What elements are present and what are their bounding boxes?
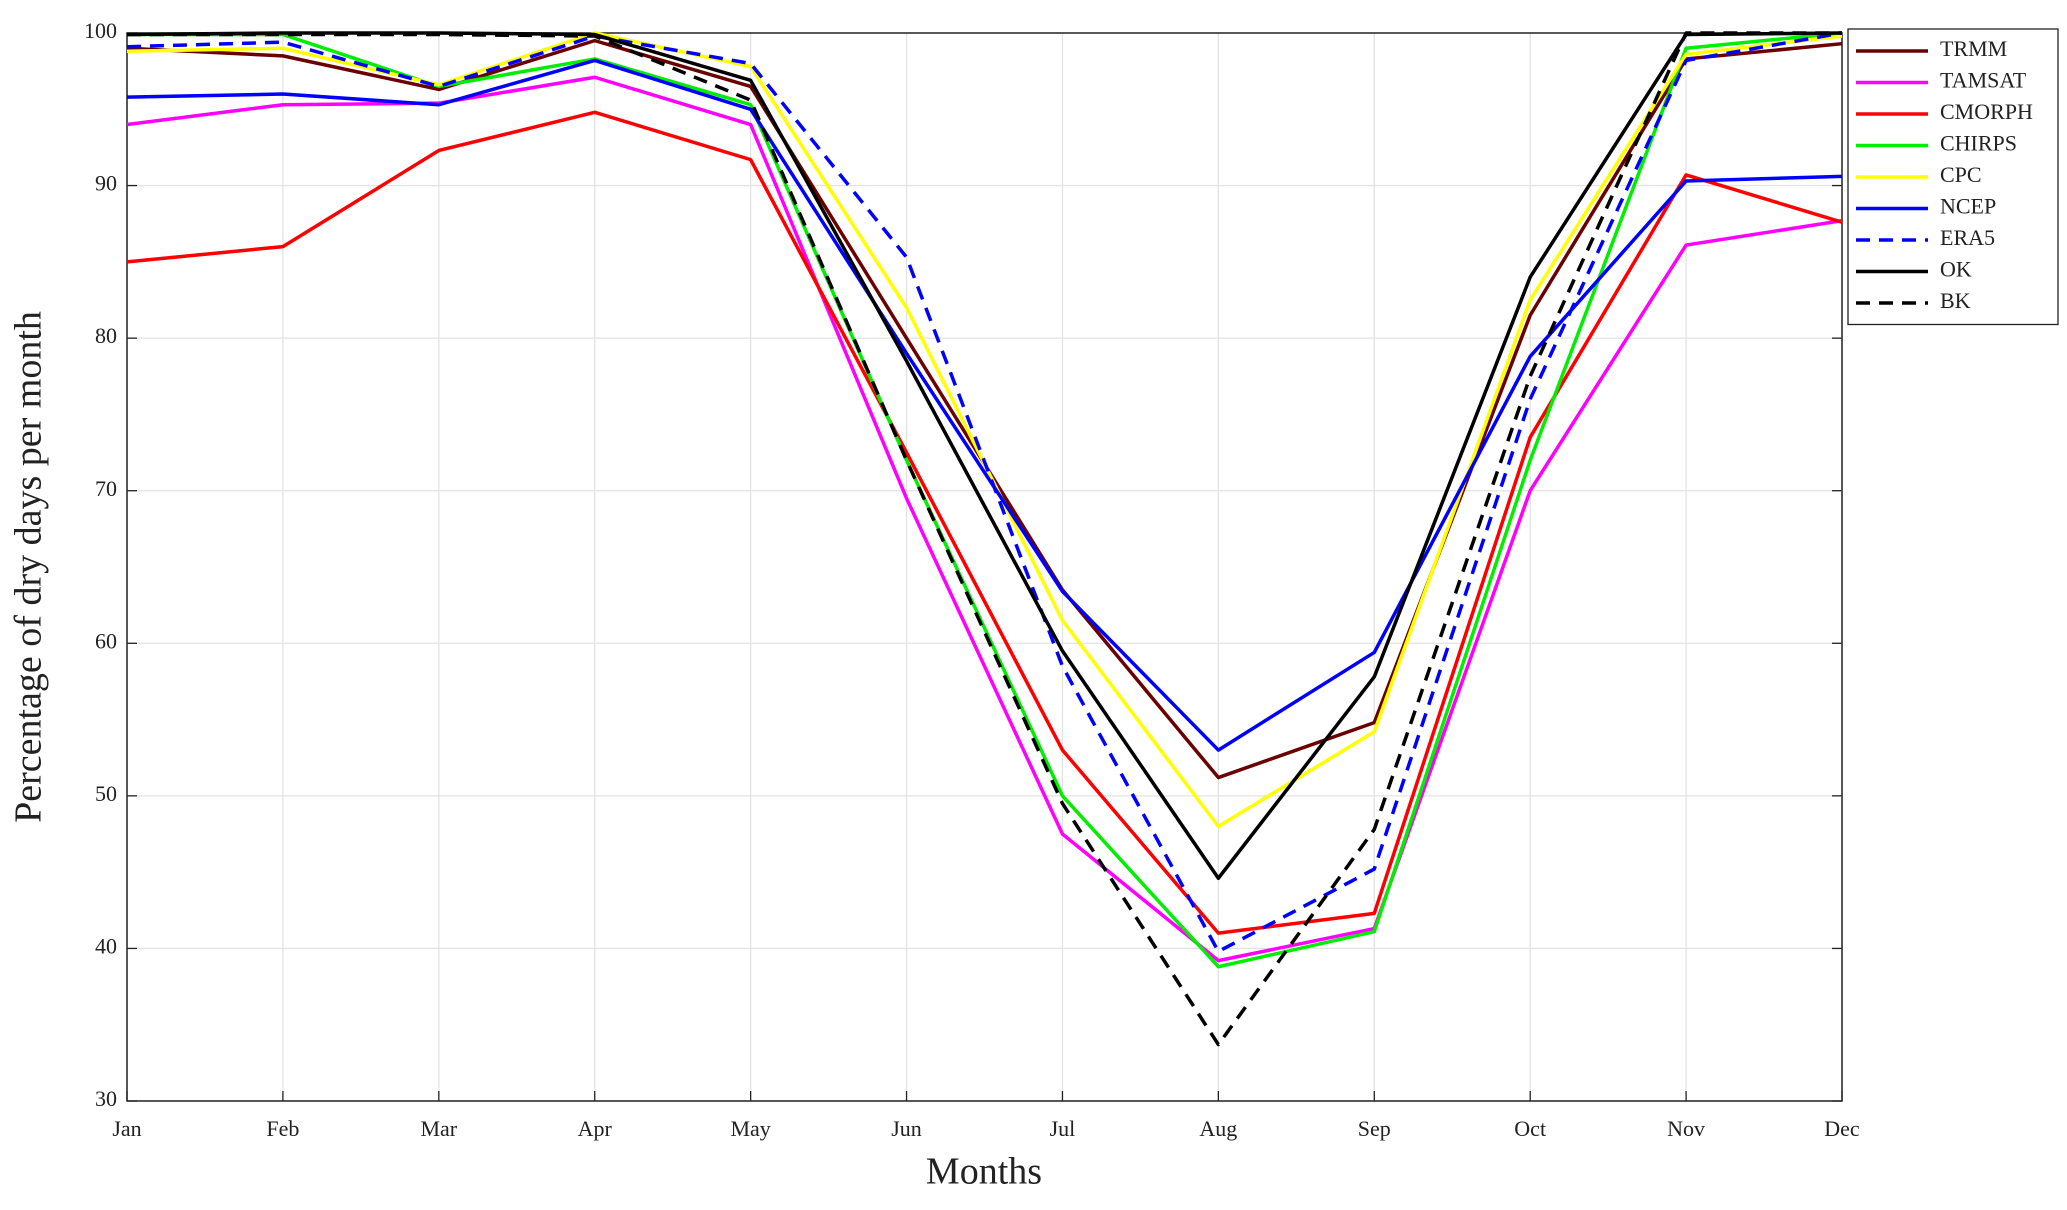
x-tick-label: Sep <box>1358 1116 1391 1141</box>
x-tick-label: May <box>730 1116 770 1141</box>
y-tick-label: 60 <box>95 628 117 653</box>
legend-label: CMORPH <box>1940 99 2033 124</box>
y-tick-label: 70 <box>95 476 117 501</box>
series-line <box>126 110 1843 935</box>
x-tick-label: Nov <box>1667 1116 1705 1141</box>
x-tick-label: Jul <box>1050 1116 1076 1141</box>
y-tick-label: 90 <box>95 171 117 196</box>
x-tick-label: Jan <box>112 1116 141 1141</box>
legend-label: CPC <box>1940 162 1982 187</box>
legend-label: BK <box>1940 288 1971 313</box>
x-tick-label: Mar <box>420 1116 457 1141</box>
x-tick-label: Apr <box>578 1116 613 1141</box>
series-line <box>126 75 1843 963</box>
x-axis-title: Months <box>926 1151 1042 1193</box>
x-tick-label: Dec <box>1824 1116 1860 1141</box>
y-tick-label: 50 <box>95 781 117 806</box>
y-axis-title: Percentage of dry days per month <box>8 311 50 823</box>
plot-frame <box>126 32 1843 1102</box>
legend-label: TAMSAT <box>1940 68 2027 93</box>
x-tick-label: Feb <box>266 1116 299 1141</box>
legend-label: TRMM <box>1940 36 2007 61</box>
series-line <box>127 31 1843 969</box>
series-line <box>126 31 1843 829</box>
series-line <box>127 31 1842 1047</box>
x-tick-label: Oct <box>1514 1116 1546 1141</box>
y-tick-label: 40 <box>95 933 117 958</box>
y-tick-label: 80 <box>95 323 117 348</box>
legend-label: CHIRPS <box>1940 131 2017 156</box>
legend-label: OK <box>1940 257 1972 282</box>
y-tick-label: 100 <box>84 18 117 43</box>
legend-label: NCEP <box>1940 194 1996 219</box>
x-tick-label: Jun <box>891 1116 922 1141</box>
legend-label: ERA5 <box>1940 225 1995 250</box>
series-line <box>126 31 1843 954</box>
y-tick-label: 30 <box>95 1086 117 1111</box>
x-tick-label: Aug <box>1199 1116 1237 1141</box>
series-line <box>126 58 1843 752</box>
series-line <box>126 31 1843 880</box>
